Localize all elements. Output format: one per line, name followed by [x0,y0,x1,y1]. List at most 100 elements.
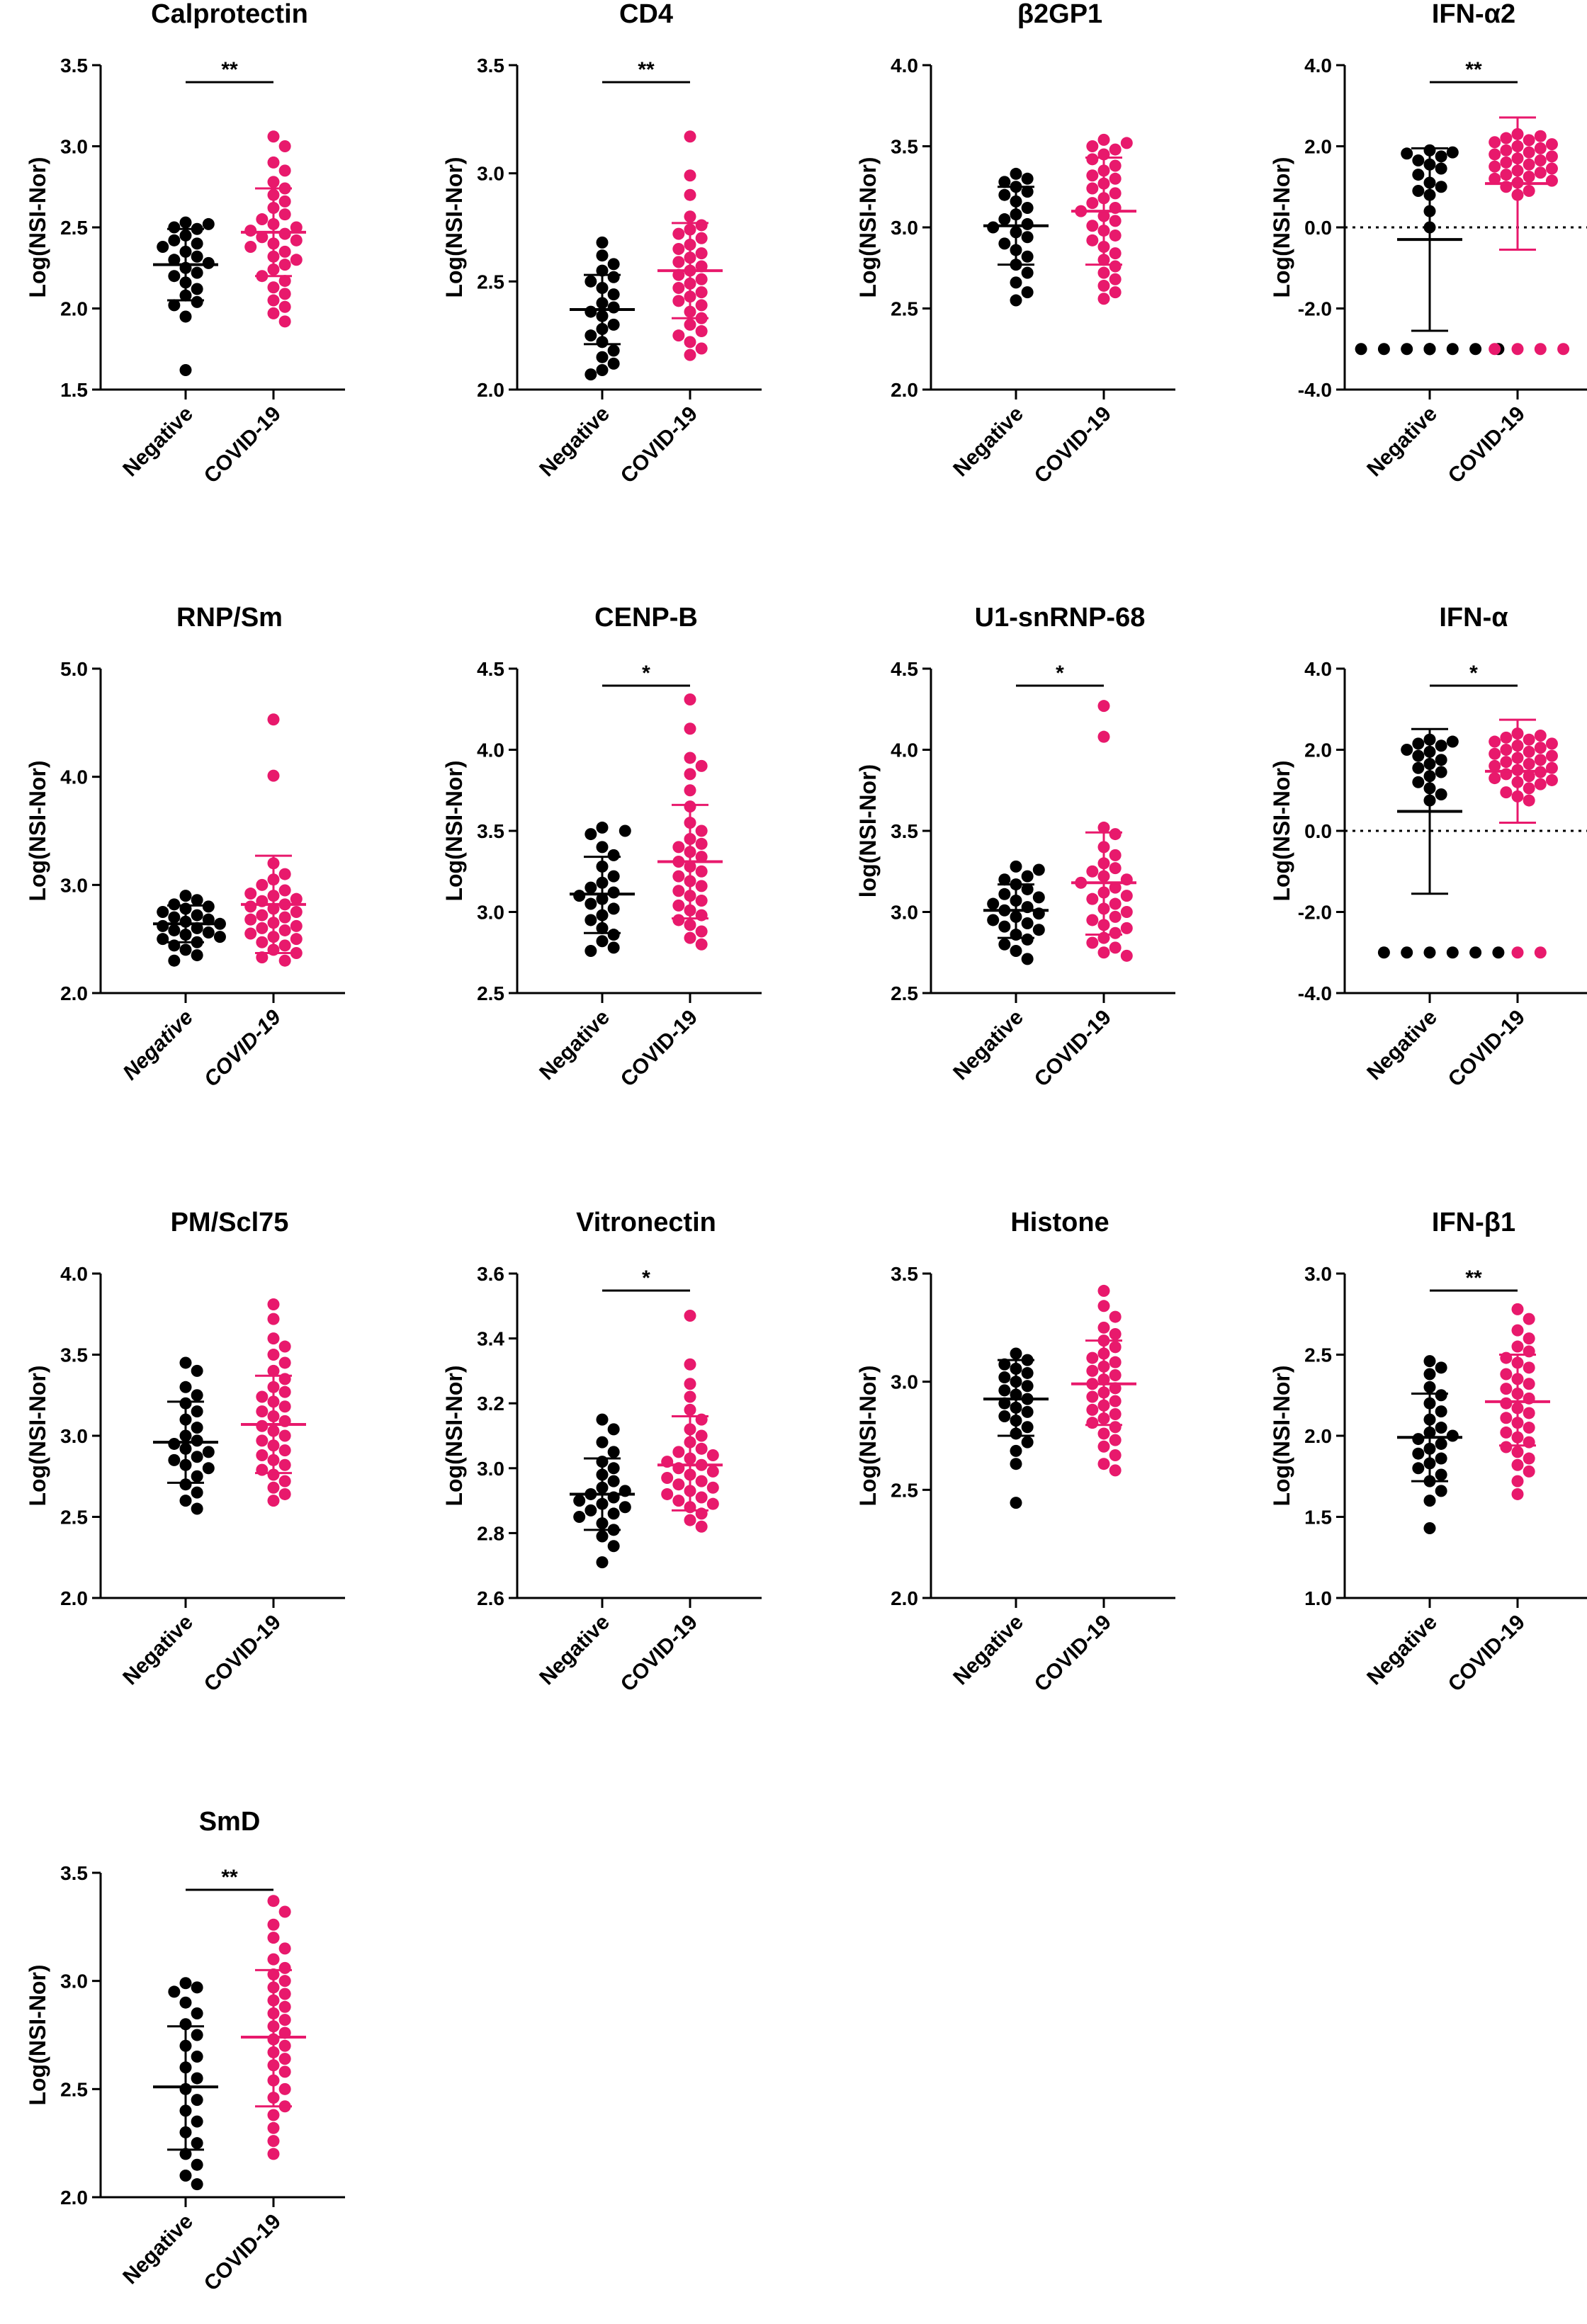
data-point-covid-19 [290,919,303,932]
data-point-negative [1021,186,1034,198]
data-point-negative [596,821,609,834]
data-point-negative [1435,1452,1447,1465]
y-axis-label: Log(NSI-Nor) [25,760,50,901]
chart-title: Calprotectin [151,0,308,29]
data-point-covid-19 [695,1491,708,1504]
data-point-covid-19 [695,925,708,938]
x-category-label-negative: Negative [535,1611,614,1690]
data-point-covid-19 [1545,150,1558,163]
data-point-covid-19 [1500,1397,1513,1410]
data-point-covid-19 [1109,159,1122,172]
data-point-negative [584,897,597,910]
data-point-covid-19 [256,213,269,226]
data-point-covid-19 [1534,742,1547,754]
x-category-label-negative: Negative [1362,1611,1442,1690]
data-point-covid-19 [1097,293,1110,305]
data-point-negative [1021,286,1034,299]
data-point-negative [1412,1433,1425,1446]
x-category-label-negative: Negative [949,1006,1028,1085]
data-point-negative [1435,1389,1447,1402]
data-point-negative [1435,1468,1447,1481]
data-point-covid-19 [278,954,291,967]
data-point-covid-19 [267,1932,280,1944]
data-point-covid-19 [267,1918,280,1931]
data-point-covid-19 [278,1905,291,1918]
y-tick-label: -2.0 [1298,298,1332,320]
data-point-negative [1010,860,1022,873]
data-point-negative [191,1364,203,1377]
data-point-covid-19 [278,924,291,936]
y-tick-label: 3.0 [1304,1263,1332,1285]
data-point-negative [157,919,169,932]
chart-title: IFN-β1 [1432,1208,1515,1237]
x-category-label-covid-19: COVID-19 [1444,1006,1530,1092]
data-point-covid-19 [1534,754,1547,766]
data-point-covid-19 [290,933,303,946]
data-point-covid-19 [244,927,257,940]
y-axis-label: Log(NSI-Nor) [1269,1365,1294,1506]
data-point-covid-19 [1545,138,1558,151]
data-point-negative [1401,343,1413,356]
data-point-negative [191,1434,203,1447]
data-point-covid-19 [1545,773,1558,786]
y-tick-label: 2.5 [891,982,918,1004]
data-point-covid-19 [278,2082,291,2095]
chart-title: β2GP1 [1017,0,1102,29]
data-point-covid-19 [1500,156,1513,169]
data-point-negative [191,1451,203,1463]
data-point-negative [1435,1485,1447,1497]
data-point-covid-19 [290,892,303,905]
data-point-covid-19 [278,1400,291,1413]
data-point-covid-19 [278,227,291,240]
data-point-negative [191,250,203,263]
data-point-covid-19 [672,870,685,883]
data-point-covid-19 [1545,749,1558,762]
data-point-negative [202,926,215,939]
data-point-covid-19 [278,164,291,177]
data-point-covid-19 [1545,162,1558,175]
data-point-negative [998,188,1011,201]
data-point-negative [1021,250,1034,263]
data-point-covid-19 [1523,1452,1535,1465]
data-point-negative [168,270,181,283]
data-point-negative [1423,1522,1436,1535]
data-point-covid-19 [267,1332,280,1345]
y-tick-label: 3.0 [477,902,504,924]
x-category-label-covid-19: COVID-19 [616,1006,702,1092]
data-point-covid-19 [695,1442,708,1455]
data-point-negative [168,1437,181,1450]
data-point-covid-19 [695,299,708,312]
significance-marker: * [642,1266,650,1290]
y-tick-label: 3.2 [477,1393,504,1415]
data-point-covid-19 [1534,729,1547,742]
data-point-negative [168,898,181,911]
y-tick-label: 3.0 [477,163,504,185]
data-point-negative [584,305,597,318]
data-point-covid-19 [278,2039,291,2052]
data-point-covid-19 [267,294,280,307]
data-point-covid-19 [267,130,280,143]
data-point-covid-19 [684,318,696,331]
y-tick-label: 3.5 [891,136,918,158]
data-point-covid-19 [1097,279,1110,292]
data-point-negative [607,1475,620,1487]
data-point-covid-19 [278,939,291,952]
chart-title: SmD [199,1807,261,1837]
y-tick-label: 1.5 [1304,1507,1332,1529]
y-axis-label: Log(NSI-Nor) [441,1365,467,1506]
y-tick-label: 0.0 [1304,217,1332,239]
data-point-negative [1010,1444,1022,1457]
y-tick-label: 3.5 [891,820,918,842]
data-point-covid-19 [1511,946,1524,959]
data-point-negative [607,1462,620,1475]
data-point-covid-19 [1523,134,1535,147]
data-point-covid-19 [1097,1284,1110,1297]
significance-marker: ** [221,58,238,81]
data-point-negative [619,1501,631,1514]
data-point-negative [607,318,620,331]
data-point-covid-19 [278,208,291,221]
data-point-negative [1021,1421,1034,1434]
x-category-label-negative: Negative [535,1006,614,1085]
y-tick-label: 2.0 [60,1587,88,1609]
y-tick-label: 4.0 [60,766,88,788]
